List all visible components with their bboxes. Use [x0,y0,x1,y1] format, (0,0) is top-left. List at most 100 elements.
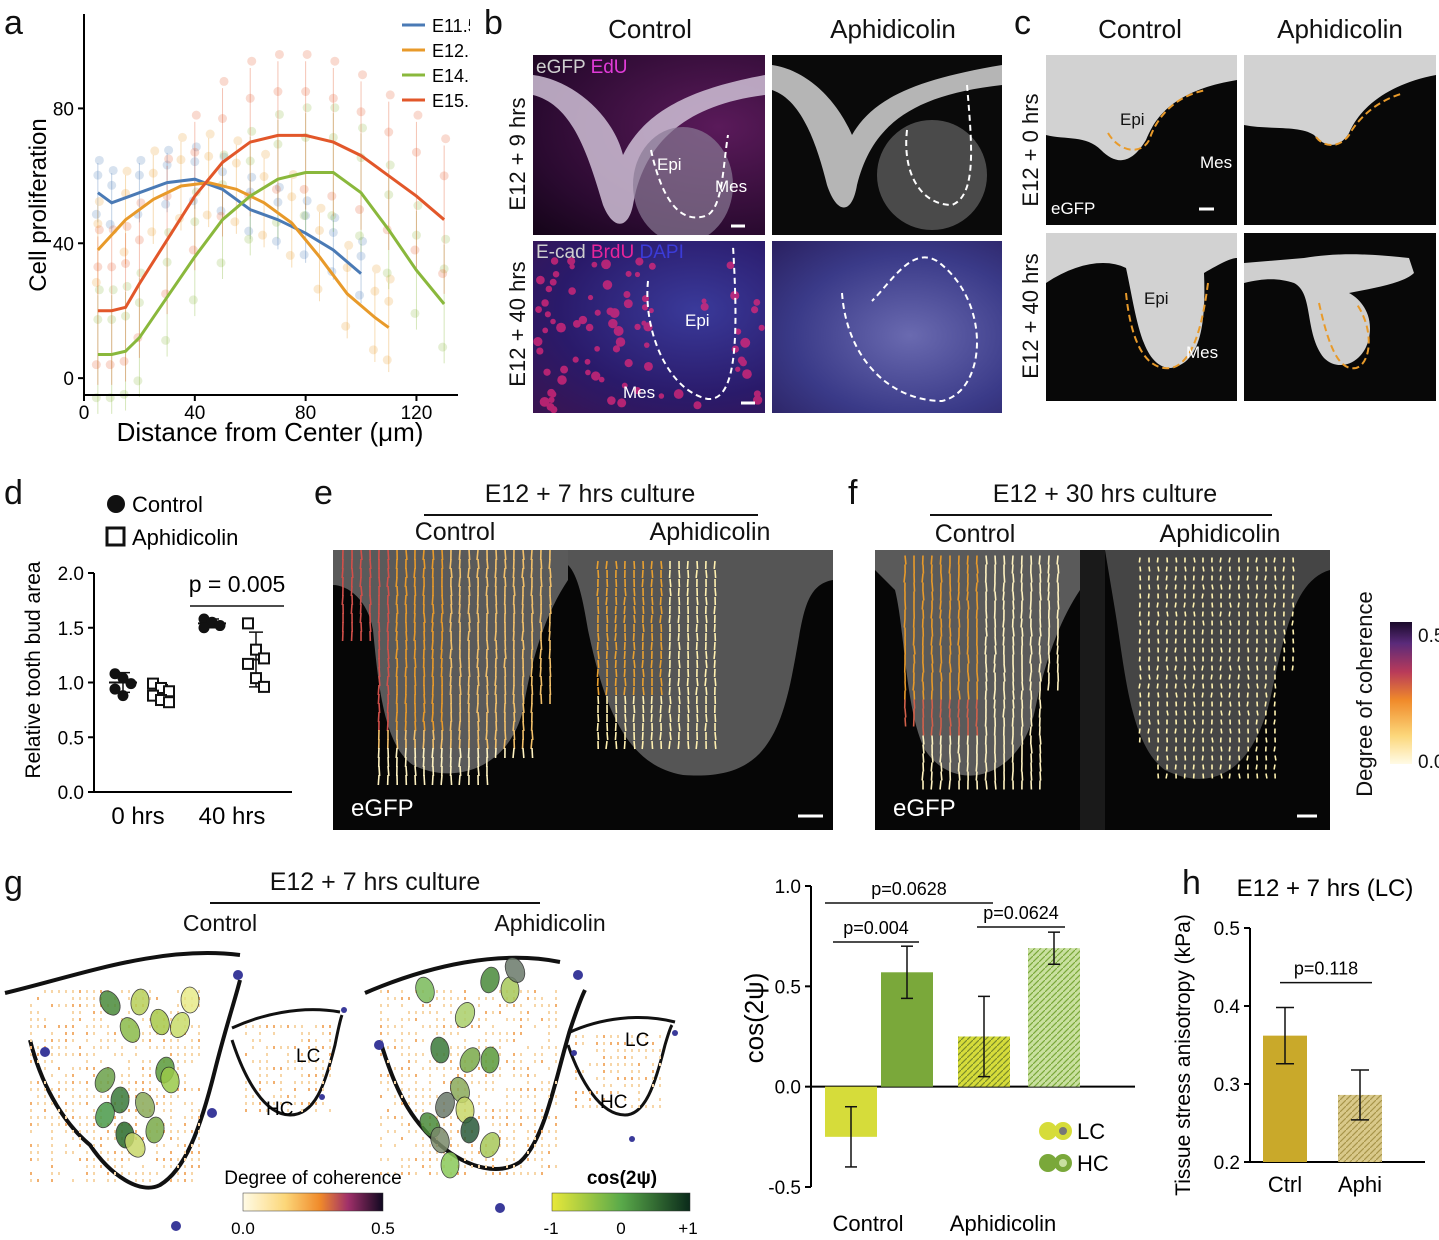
d-ytick-label: 1.0 [58,674,84,695]
vector [625,696,626,704]
g-coherence-cell [548,1165,550,1168]
vector [995,646,996,655]
vector [959,691,960,700]
vector [1221,693,1222,698]
vector [1275,630,1276,635]
g-coherence-cell [513,1158,515,1161]
g-annotation: p=0.0628 [871,879,947,899]
g-coherence-cell [191,1179,193,1182]
vector [1031,628,1032,637]
vector [986,682,987,691]
g-coherence-cell [177,1095,179,1098]
g-coherence-cell [135,1179,137,1182]
g-coherence-cell [380,1081,382,1084]
vector [432,694,433,704]
g-coherence-cell [617,1077,619,1080]
g-coherence-cell [380,1053,382,1056]
g-coherence-cell [401,1004,403,1007]
g-coherence-cell [51,990,53,993]
g-coherence-cell [37,1123,39,1126]
g-coherence-cell [429,1060,431,1063]
vector [387,721,388,731]
g-coherence-cell [266,1074,268,1077]
g-coherence-cell [555,1102,557,1105]
g-coh-label: Degree of coherence [224,1168,401,1189]
g-coherence-cell [273,1067,275,1070]
a-ytick-label: 40 [53,234,74,255]
g-coherence-cell [520,1018,522,1021]
vector [941,628,942,637]
g-strain-ellipse [148,1007,172,1037]
a-point [441,235,450,244]
g-coherence-cell [596,1063,598,1066]
a-point [150,146,159,155]
g-coherence-cell [492,1116,494,1119]
g-coherence-cell [450,1130,452,1133]
g-coherence-cell [266,1060,268,1063]
vector [532,622,533,632]
g-coherence-cell [485,1011,487,1014]
vector [679,696,680,704]
g-coherence-cell [135,1046,137,1049]
a-point [260,172,269,181]
g-coherence-cell [100,1046,102,1049]
a-point [247,173,256,182]
g-coherence-cell [322,1025,324,1028]
vector [388,550,389,560]
vector [661,687,662,695]
vector [450,667,451,677]
h-ytick-label: 0.4 [1214,997,1241,1018]
vector [661,642,662,650]
vector [967,763,968,772]
vector [1284,639,1285,644]
d-point-aphidicolin [243,618,253,628]
g-coherence-cell [638,1070,640,1073]
vector [541,676,542,686]
g-coherence-cell [301,1025,303,1028]
g-coherence-cell [170,1165,172,1168]
h-category-label: Ctrl [1268,1172,1302,1197]
vector [1247,702,1248,707]
vector [1040,736,1041,745]
vector [1248,648,1249,653]
e-image: eGFP [333,550,833,830]
vector [1176,657,1177,662]
g-coherence-cell [93,1130,95,1133]
g-coherence-cell [548,1151,550,1154]
panel-label-f: f [848,474,857,513]
vector [1256,765,1257,770]
g-coherence-cell [422,1067,424,1070]
g-coherence-cell [478,1095,480,1098]
g-coherence-cell [422,1004,424,1007]
a-point [355,205,364,214]
vector [651,561,652,569]
g-coherence-cell [142,1179,144,1182]
g-coherence-cell [308,1032,310,1035]
g-coherence-cell [114,1172,116,1175]
vector [994,655,995,664]
vector [669,669,670,677]
vector [1003,583,1004,592]
chart-g: -0.50.00.51.0Control Aphidicolinp=0.0628p… [715,860,1155,1240]
g-coherence-cell [499,1004,501,1007]
vector [1274,747,1275,752]
g-coherence-cell [79,1067,81,1070]
g-coherence-cell [485,1088,487,1091]
vector [904,619,905,628]
vector [679,723,680,731]
g-coherence-cell [485,1116,487,1119]
vector [1292,594,1293,599]
a-point [329,94,338,103]
g-coherence-cell [184,1172,186,1175]
b-row2-label: E12 + 40 hrs [505,243,531,408]
g-coherence-cell [422,1053,424,1056]
vector [1157,675,1158,680]
g-coherence-cell [603,1077,605,1080]
b-epi-1: Epi [657,155,682,175]
vector [549,559,550,569]
vector [495,685,496,695]
g-coherence-cell [555,997,557,1000]
g-coherence-cell [191,1116,193,1119]
h-ylabel: Tissue stress anisotropy (kPa) [1172,914,1195,1196]
vector [388,559,389,569]
